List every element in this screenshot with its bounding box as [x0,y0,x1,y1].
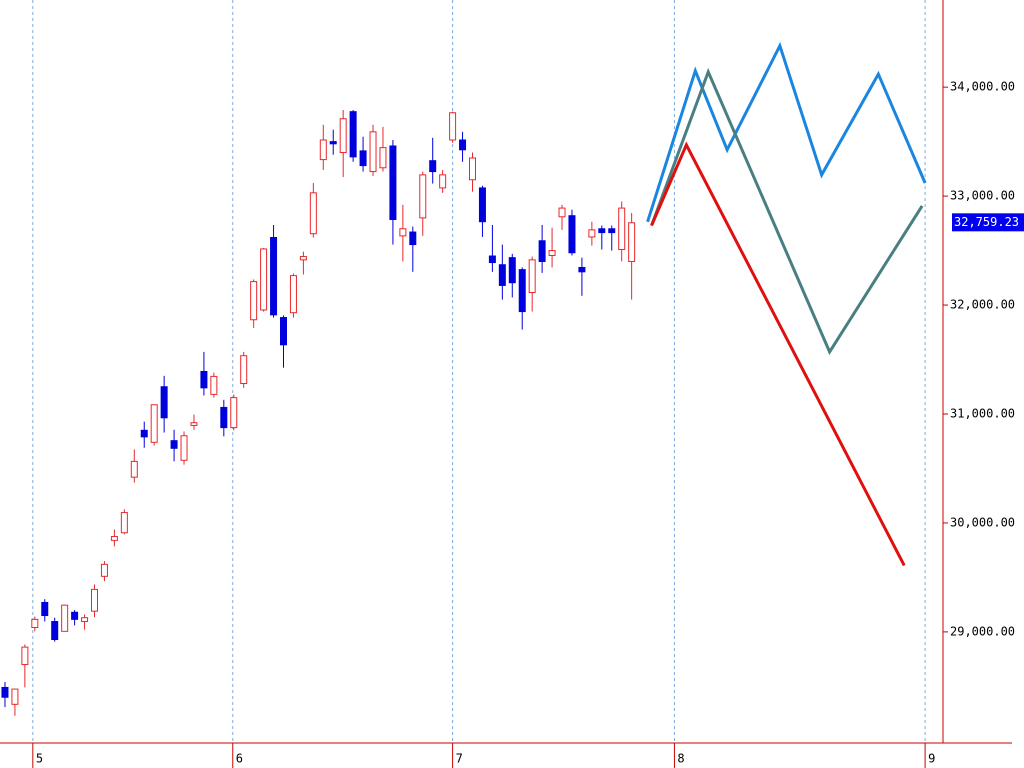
candle-body [369,131,377,173]
candle-body [150,404,158,443]
candle-body [1,686,9,698]
y-tick-label: 31,000.00 [950,406,1015,420]
candle-body [90,588,98,612]
candle-body [240,355,248,384]
y-tick-label: 32,000.00 [950,298,1015,312]
candle-body [518,269,526,313]
candle-body [11,688,19,705]
candle-body [309,192,317,235]
candle-body [100,563,108,577]
candle-body [339,118,347,154]
candle-body [598,228,606,234]
candle-body [618,207,626,250]
candle-body [51,621,59,641]
projection-line [650,141,906,567]
candle-body [389,145,397,221]
candle-body [210,375,218,395]
candle-body [61,604,69,632]
candle-body [468,157,476,181]
candle-body [508,257,516,284]
y-tick-label: 34,000.00 [950,80,1015,94]
candle-body [429,160,437,173]
candle-body [270,236,278,316]
candle-body [558,207,566,218]
candle-body [260,248,268,311]
candle-body [578,266,586,273]
candle-body [81,617,89,623]
candle-body [498,264,506,286]
projection-line [650,67,924,356]
candle-body [220,406,228,429]
candle-body [628,222,636,262]
candle-body [459,139,467,151]
candle-body [289,275,297,314]
candle-body [170,440,178,449]
x-tick-label: 6 [236,752,243,766]
last-price-label: 32,759.23 [954,215,1019,229]
candle-body [329,141,337,145]
y-tick-label: 33,000.00 [950,189,1015,203]
candle-body [379,147,387,169]
y-tick-label: 30,000.00 [950,515,1015,529]
candle-body [488,255,496,264]
x-tick-label: 7 [456,752,463,766]
candle-body [528,259,536,294]
candle-body [568,215,576,254]
candle-body [180,435,188,461]
candle-body [250,281,258,321]
candle-body [160,386,168,419]
candle-body [299,256,307,261]
candle-body [120,512,128,534]
candle-body [449,112,457,141]
candle-body [608,228,616,234]
candle-body [200,371,208,389]
candle-body [319,139,327,161]
projection-line [646,41,927,223]
candle-body [31,618,39,629]
candle-body [41,601,49,617]
x-tick-label: 9 [928,752,935,766]
x-tick-label: 5 [36,752,43,766]
last-price-box [952,213,1024,232]
candle-body [230,397,238,429]
x-tick-label: 8 [677,752,684,766]
candle-body [548,250,556,256]
candle-body [190,422,198,426]
candle-body [21,646,29,666]
candle-body [399,228,407,237]
candle-body [359,150,367,167]
candle-body [140,429,148,438]
candle-body [349,111,357,158]
candle-body [439,174,447,189]
candle-body [478,187,486,223]
candle-body [588,229,596,238]
candle-body [419,174,427,219]
candle-body [110,536,118,541]
candle-body [409,231,417,246]
y-tick-label: 29,000.00 [950,624,1015,638]
candle-body [71,611,79,620]
candle-body [279,317,287,346]
candle-body [130,460,138,478]
candle-body [538,240,546,262]
